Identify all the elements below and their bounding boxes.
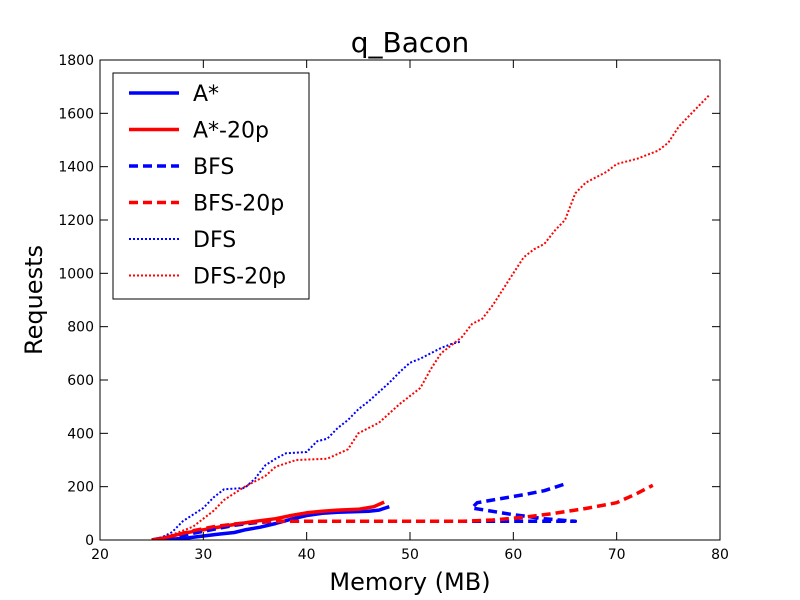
y-tick-label: 1000	[58, 266, 94, 282]
y-tick-label: 1600	[58, 106, 94, 122]
series-line-6	[151, 93, 711, 540]
x-tick-label: 50	[401, 547, 419, 563]
y-tick-label: 600	[67, 373, 94, 389]
legend-label: DFS	[193, 228, 236, 253]
axes: 20 30 40 50 60 70 8002004006008001000120014001…	[58, 53, 729, 563]
legend-label: A*	[193, 82, 219, 107]
series-line-3	[151, 482, 578, 540]
legend-label: BFS	[193, 155, 234, 180]
legend: A* A*-20p BFS BFS-20p DFS DFS-20p	[112, 72, 310, 300]
x-tick-label: 70	[608, 547, 626, 563]
y-tick-label: 1400	[58, 160, 94, 176]
legend-label: A*-20p	[193, 119, 269, 144]
y-tick-label: 0	[85, 533, 94, 549]
chart-title: q_Bacon	[351, 26, 469, 59]
x-tick-label: 20	[91, 547, 109, 563]
y-tick-label: 1200	[58, 213, 94, 229]
x-tick-label: 80	[711, 547, 729, 563]
y-tick-label: 400	[67, 426, 94, 442]
y-tick-label: 800	[67, 320, 94, 336]
series-line-5	[151, 340, 462, 540]
series-line-4	[151, 483, 654, 540]
legend-label: BFS-20p	[193, 192, 284, 217]
x-axis-label: Memory (MB)	[329, 568, 490, 596]
legend-label: DFS-20p	[193, 265, 286, 290]
y-tick-label: 1800	[58, 53, 94, 69]
x-tick-label: 30	[194, 547, 212, 563]
series-line-1	[151, 505, 390, 540]
y-axis-label: Requests	[20, 245, 48, 355]
x-tick-label: 40	[298, 547, 316, 563]
plot-area	[151, 93, 711, 540]
legend-box	[112, 72, 310, 300]
y-tick-label: 200	[67, 480, 94, 496]
x-tick-label: 60	[504, 547, 522, 563]
